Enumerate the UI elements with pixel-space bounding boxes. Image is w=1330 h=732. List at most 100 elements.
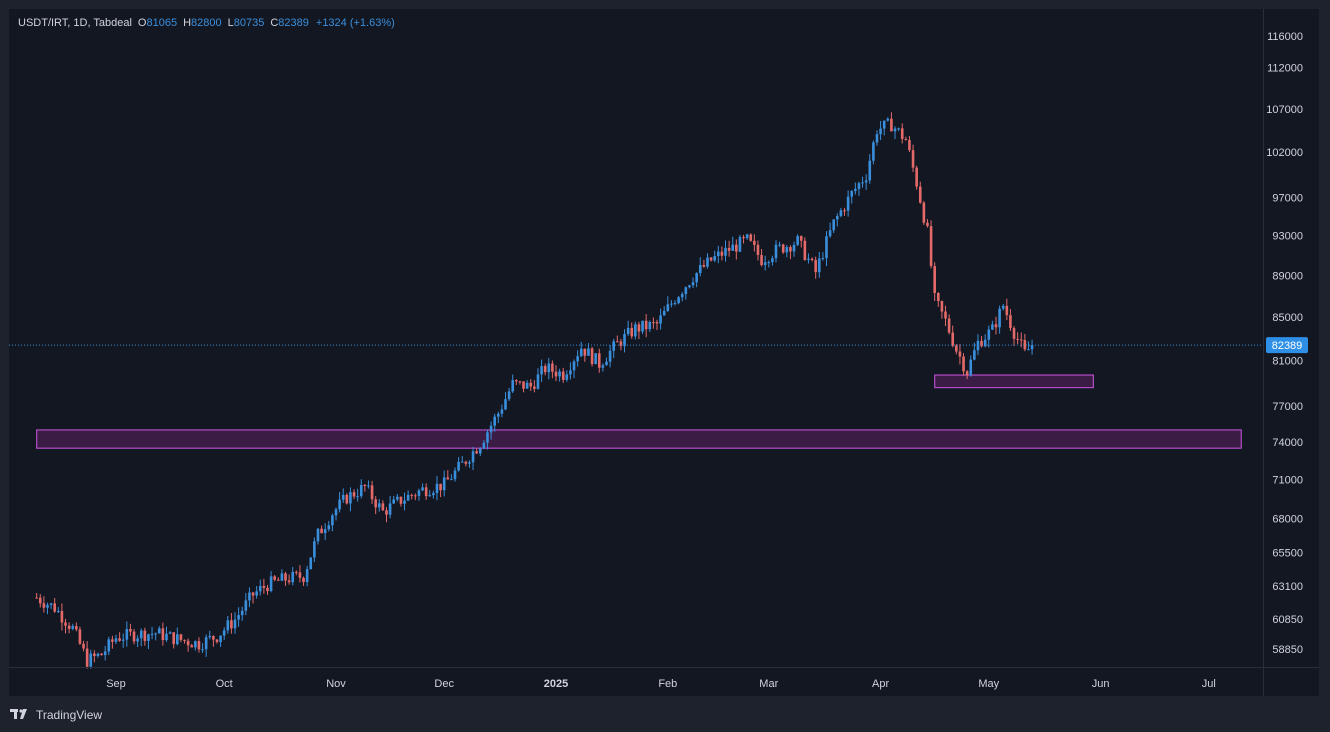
candle-body[interactable] bbox=[727, 247, 731, 251]
candle-body[interactable] bbox=[558, 371, 561, 377]
candle-body[interactable] bbox=[781, 244, 785, 253]
candle-body[interactable] bbox=[525, 382, 529, 389]
candle-body[interactable] bbox=[1019, 339, 1023, 341]
candle-body[interactable] bbox=[1027, 349, 1030, 351]
candle-body[interactable] bbox=[817, 258, 821, 273]
candle-body[interactable] bbox=[583, 348, 587, 356]
candle-body[interactable] bbox=[630, 327, 634, 337]
candle-body[interactable] bbox=[980, 340, 983, 347]
candle-body[interactable] bbox=[331, 515, 334, 526]
candle-body[interactable] bbox=[760, 254, 763, 266]
candle-body[interactable] bbox=[201, 649, 204, 651]
candle-body[interactable] bbox=[291, 571, 295, 583]
candle-body[interactable] bbox=[576, 356, 579, 362]
candle-body[interactable] bbox=[186, 640, 190, 646]
candle-body[interactable] bbox=[962, 356, 965, 372]
candle-body[interactable] bbox=[323, 529, 327, 534]
candle-body[interactable] bbox=[204, 637, 208, 650]
candle-body[interactable] bbox=[716, 251, 720, 257]
candle-body[interactable] bbox=[882, 120, 886, 129]
candle-body[interactable] bbox=[298, 572, 302, 578]
candle-body[interactable] bbox=[670, 303, 673, 305]
candle-body[interactable] bbox=[111, 639, 114, 642]
candle-body[interactable] bbox=[507, 391, 511, 400]
candle-body[interactable] bbox=[125, 628, 129, 640]
candle-body[interactable] bbox=[991, 324, 994, 330]
candle-body[interactable] bbox=[56, 610, 60, 612]
candle-body[interactable] bbox=[825, 236, 828, 259]
candle-body[interactable] bbox=[284, 573, 287, 581]
candle-body[interactable] bbox=[334, 509, 338, 516]
candle-body[interactable] bbox=[738, 237, 742, 252]
candle-body[interactable] bbox=[810, 258, 814, 260]
candle-body[interactable] bbox=[38, 597, 42, 604]
candle-body[interactable] bbox=[652, 322, 655, 324]
candle-body[interactable] bbox=[237, 615, 240, 620]
candle-body[interactable] bbox=[363, 484, 367, 486]
candle-body[interactable] bbox=[460, 461, 464, 463]
candle-body[interactable] bbox=[121, 639, 125, 641]
candle-body[interactable] bbox=[929, 226, 933, 267]
candle-body[interactable] bbox=[219, 635, 222, 643]
candle-body[interactable] bbox=[561, 371, 565, 380]
candle-body[interactable] bbox=[897, 128, 900, 130]
candle-body[interactable] bbox=[42, 603, 46, 608]
candle-body[interactable] bbox=[836, 216, 839, 220]
candle-body[interactable] bbox=[998, 308, 1001, 328]
candle-body[interactable] bbox=[594, 353, 597, 365]
candle-body[interactable] bbox=[695, 272, 698, 283]
candle-body[interactable] bbox=[504, 399, 507, 410]
candle-body[interactable] bbox=[677, 297, 680, 304]
candle-body[interactable] bbox=[266, 587, 269, 592]
candle-body[interactable] bbox=[295, 571, 298, 573]
candle-body[interactable] bbox=[540, 366, 543, 375]
candle-body[interactable] bbox=[529, 382, 533, 387]
candle-body[interactable] bbox=[933, 266, 936, 294]
candle-body[interactable] bbox=[464, 461, 468, 464]
price-chart[interactable]: 116000 112000 107000 102000 97000 93000 89000 8… bbox=[9, 9, 1319, 696]
candle-body[interactable] bbox=[89, 653, 93, 667]
candle-body[interactable] bbox=[475, 451, 478, 454]
candle-body[interactable] bbox=[799, 236, 803, 241]
candle-body[interactable] bbox=[872, 142, 875, 161]
candle-body[interactable] bbox=[832, 219, 836, 231]
candle-body[interactable] bbox=[244, 600, 248, 611]
candle-body[interactable] bbox=[496, 413, 500, 417]
candle-body[interactable] bbox=[893, 128, 897, 132]
candle-body[interactable] bbox=[313, 541, 316, 558]
candle-body[interactable] bbox=[53, 603, 56, 612]
candle-body[interactable] bbox=[168, 632, 172, 634]
candle-body[interactable] bbox=[71, 626, 75, 629]
candle-body[interactable] bbox=[706, 257, 709, 267]
candle-body[interactable] bbox=[93, 653, 96, 656]
candle-body[interactable] bbox=[983, 339, 987, 347]
candle-body[interactable] bbox=[608, 350, 612, 362]
candle-body[interactable] bbox=[807, 258, 810, 260]
candle-body[interactable] bbox=[320, 528, 323, 534]
candle-body[interactable] bbox=[396, 496, 399, 500]
candle-body[interactable] bbox=[392, 499, 396, 504]
candle-body[interactable] bbox=[35, 597, 38, 599]
candle-body[interactable] bbox=[49, 603, 53, 605]
candle-body[interactable] bbox=[875, 134, 879, 143]
candle-body[interactable] bbox=[828, 230, 832, 237]
candle-body[interactable] bbox=[947, 318, 951, 333]
candle-body[interactable] bbox=[287, 580, 291, 583]
candle-body[interactable] bbox=[176, 634, 179, 645]
candle-body[interactable] bbox=[197, 641, 201, 650]
candle-body[interactable] bbox=[753, 240, 756, 245]
candle-body[interactable] bbox=[749, 234, 753, 241]
candle-body[interactable] bbox=[302, 577, 305, 583]
legend-symbol[interactable]: USDT/IRT, 1D, Tabdeal bbox=[18, 17, 132, 29]
candle-body[interactable] bbox=[230, 620, 233, 629]
candle-body[interactable] bbox=[1030, 345, 1034, 350]
candle-body[interactable] bbox=[958, 351, 962, 357]
candle-body[interactable] bbox=[276, 579, 280, 581]
candle-body[interactable] bbox=[341, 494, 345, 500]
candle-body[interactable] bbox=[522, 381, 525, 389]
candle-body[interactable] bbox=[742, 237, 745, 239]
candle-body[interactable] bbox=[551, 363, 554, 372]
candle-body[interactable] bbox=[385, 510, 388, 515]
candle-body[interactable] bbox=[179, 634, 183, 640]
candle-body[interactable] bbox=[572, 361, 576, 371]
